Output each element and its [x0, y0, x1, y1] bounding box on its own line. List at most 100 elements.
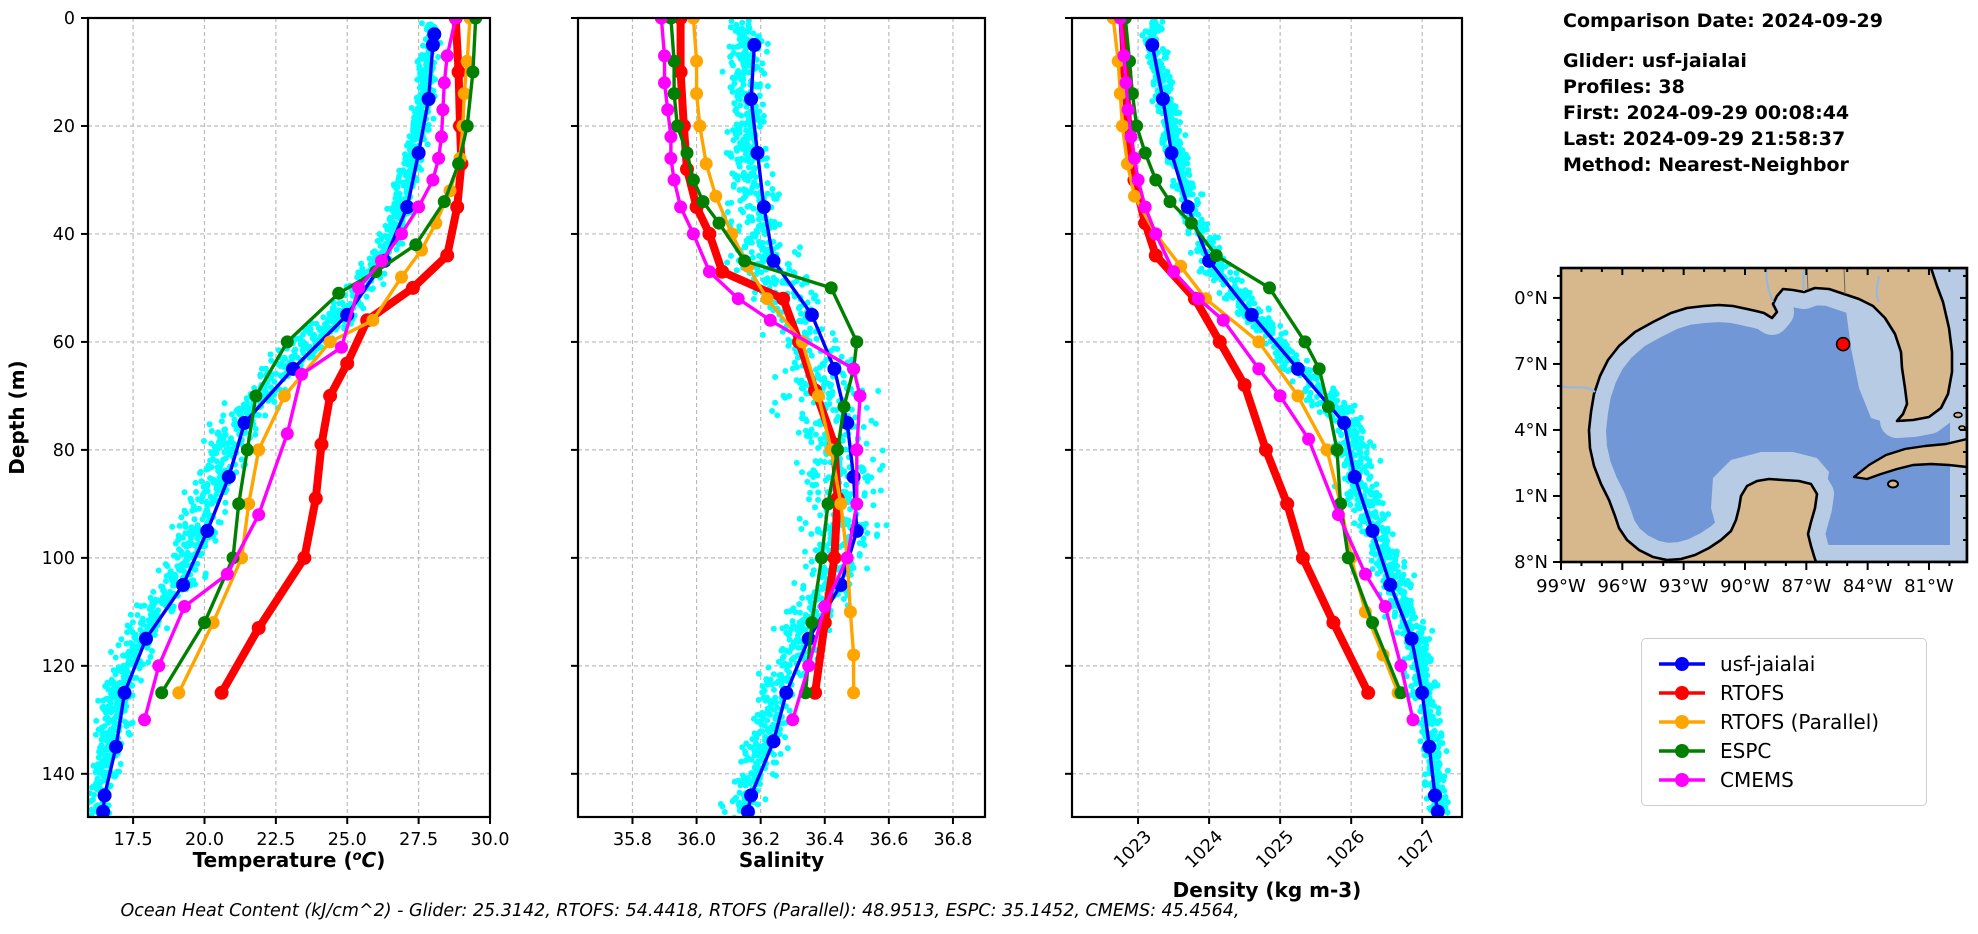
- profiles-count: Profiles: 38: [1563, 76, 1685, 98]
- legend-label: RTOFS: [1720, 680, 1785, 705]
- x-axis-title: Temperature (oC): [193, 848, 386, 872]
- svg-text:1027: 1027: [1395, 827, 1441, 873]
- legend-line-sample: [1659, 714, 1705, 729]
- legend-line-sample: [1659, 656, 1705, 671]
- rivers: [1561, 268, 1880, 393]
- bahamas-islet: [1953, 411, 1963, 419]
- svg-text:80: 80: [53, 441, 75, 461]
- series-CMEMS: [1113, 18, 1420, 727]
- tick-labels: 1023 1024 1025 1026 1027: [1110, 827, 1440, 873]
- isla-juventud: [1887, 479, 1899, 489]
- svg-text:1024: 1024: [1181, 827, 1227, 873]
- svg-text:35.8: 35.8: [613, 830, 652, 850]
- first-timestamp: First: 2024-09-29 00:08:44: [1563, 102, 1850, 124]
- series-ESPC: [664, 18, 864, 700]
- axes-frame: [576, 16, 987, 819]
- svg-text:17.5: 17.5: [114, 830, 153, 850]
- map-lon-label: 81°W: [1904, 576, 1954, 597]
- legend-label: usf-jaialai: [1720, 651, 1816, 676]
- legend-label: RTOFS (Parallel): [1720, 709, 1880, 734]
- comparison-header: Comparison Date: 2024-09-29 Glider: usf-…: [1563, 8, 1883, 178]
- map-lat-label: 24°N: [1513, 420, 1548, 441]
- series-usf-jaialai: [1145, 38, 1445, 817]
- y-axis-title: Depth (m): [5, 360, 29, 474]
- axis-ticks: [81, 17, 491, 824]
- comparison-date: Comparison Date: 2024-09-29: [1563, 10, 1883, 32]
- tick-labels: 17.5 20.0 22.5 25.0 27.5 30.0 0 20 40 60 80 100 120 1…: [42, 9, 510, 850]
- svg-text:100: 100: [42, 549, 75, 569]
- last-timestamp: Last: 2024-09-29 21:58:37: [1563, 128, 1846, 150]
- gridlines: [88, 17, 491, 817]
- series-RTOFS (Parallel): [1106, 18, 1405, 700]
- legend-entry-ESPC: ESPC: [1656, 739, 1912, 763]
- legend-label: CMEMS: [1720, 768, 1794, 793]
- map-frame: [1559, 266, 1969, 564]
- axes-frame: [1070, 16, 1464, 819]
- scatter-glider-measurements: [88, 20, 444, 817]
- ohc-annotation: Ocean Heat Content (kJ/cm^2) - Glider: 2…: [120, 901, 1240, 921]
- legend-entry-CMEMS: CMEMS: [1656, 768, 1912, 792]
- svg-text:1026: 1026: [1324, 827, 1370, 873]
- x-axis-title: Density (kg m-3): [1173, 878, 1362, 902]
- series-ESPC: [155, 18, 483, 700]
- svg-text:1025: 1025: [1253, 827, 1299, 873]
- svg-text:36.2: 36.2: [741, 830, 780, 850]
- axis-ticks: [1065, 17, 1424, 824]
- chart-2: 1023 1024 1025 1026 1027 Density (kg m-3): [1065, 16, 1464, 902]
- map-lat-label: 27°N: [1513, 354, 1548, 375]
- gulf-map: 99°W 96°W 93°W 90°W 87°W 84°W 81°W 30°N 27°N 24°N…: [1503, 258, 1978, 612]
- series-CMEMS: [138, 18, 463, 727]
- svg-text:27.5: 27.5: [399, 830, 438, 850]
- legend-entry-RTOFS (Parallel): RTOFS (Parallel): [1656, 710, 1912, 734]
- map-lon-label: 87°W: [1781, 576, 1831, 597]
- gridlines: [578, 17, 985, 817]
- tick-labels: 35.8 36.0 36.2 36.4 36.6 36.8: [613, 830, 972, 850]
- svg-text:120: 120: [42, 657, 75, 677]
- map-geography: [1561, 268, 1967, 562]
- scatter-glider-measurements: [717, 18, 890, 817]
- map-lon-label: 93°W: [1659, 576, 1709, 597]
- cuba-island: [1852, 437, 1967, 481]
- svg-text:36.6: 36.6: [869, 830, 908, 850]
- method: Method: Nearest-Neighbor: [1563, 154, 1849, 176]
- svg-text:40: 40: [53, 225, 75, 245]
- svg-text:25.0: 25.0: [328, 830, 367, 850]
- glider-location-marker: [1835, 336, 1851, 352]
- legend-label: ESPC: [1720, 739, 1772, 764]
- map-lon-label: 96°W: [1597, 576, 1647, 597]
- series-CMEMS: [654, 18, 867, 727]
- svg-text:1023: 1023: [1110, 827, 1156, 873]
- axis-ticks: [571, 17, 954, 824]
- map-lon-label: 84°W: [1843, 576, 1893, 597]
- svg-text:22.5: 22.5: [256, 830, 295, 850]
- svg-text:36.4: 36.4: [805, 830, 844, 850]
- svg-text:36.0: 36.0: [677, 830, 716, 850]
- svg-text:140: 140: [42, 765, 75, 785]
- svg-text:30.0: 30.0: [471, 830, 510, 850]
- chart-0: 17.5 20.0 22.5 25.0 27.5 30.0 0 20 40 60 80 100 120 1…: [5, 9, 509, 872]
- series-usf-jaialai: [96, 27, 442, 817]
- legend-line-sample: [1659, 744, 1705, 759]
- map-lat-label: 21°N: [1513, 486, 1548, 507]
- map-canvas: 99°W 96°W 93°W 90°W 87°W 84°W 81°W 30°N 27°N 24°N…: [1503, 266, 1969, 597]
- legend-entry-RTOFS: RTOFS: [1656, 681, 1912, 705]
- series-RTOFS: [1115, 18, 1376, 700]
- map-axis-ticks: 99°W 96°W 93°W 90°W 87°W 84°W 81°W 30°N 27°N 24°N…: [1503, 268, 1967, 597]
- legend-line-sample: [1659, 773, 1705, 788]
- legend-entry-usf-jaialai: usf-jaialai: [1656, 652, 1912, 676]
- chart-1: 35.8 36.0 36.2 36.4 36.6 36.8 Salinity: [571, 16, 987, 872]
- series-RTOFS: [214, 18, 469, 700]
- svg-text:20.0: 20.0: [185, 830, 224, 850]
- svg-text:0: 0: [64, 9, 75, 29]
- map-lat-label: 30°N: [1513, 288, 1548, 309]
- map-lon-label: 99°W: [1536, 576, 1586, 597]
- map-lon-label: 90°W: [1720, 576, 1770, 597]
- legend-line-sample: [1659, 685, 1705, 700]
- svg-text:20: 20: [53, 117, 75, 137]
- legend-box: usf-jaialai RTOFS RTOFS (Parallel) ESPC CMEM…: [1641, 638, 1927, 806]
- spacer: [1563, 34, 1883, 48]
- svg-text:36.8: 36.8: [933, 830, 972, 850]
- svg-text:60: 60: [53, 333, 75, 353]
